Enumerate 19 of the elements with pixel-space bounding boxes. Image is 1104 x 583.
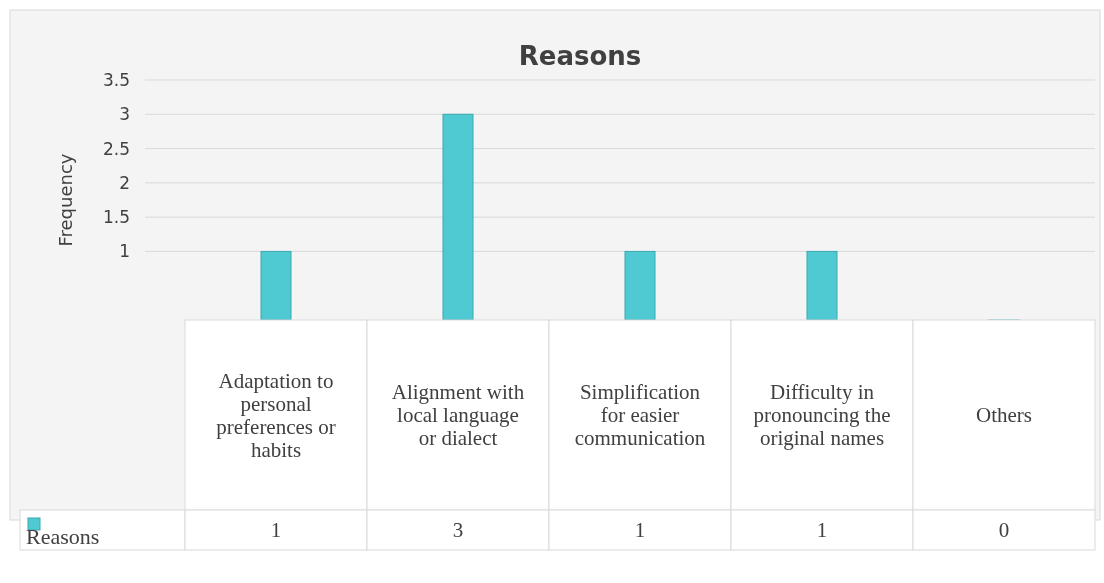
x-tick-label: Alignment with local language or dialect <box>391 380 525 451</box>
y-tick-label: 3 <box>119 104 130 125</box>
legend-label: Reasons <box>26 524 100 549</box>
y-axis-title: Frequency <box>55 153 76 247</box>
chart-title: Reasons <box>518 41 642 71</box>
data-label: 1 <box>816 518 828 543</box>
y-tick-label: 2.5 <box>102 138 130 159</box>
data-label: 1 <box>270 518 282 543</box>
x-tick-label: Difficulty in pronouncing the original names <box>753 380 891 451</box>
x-tick-label: Others <box>976 403 1032 428</box>
data-label: 0 <box>998 518 1010 543</box>
y-tick-label: 2 <box>119 172 130 193</box>
data-label: 1 <box>634 518 646 543</box>
y-tick-label: 3.5 <box>102 69 130 90</box>
y-tick-label: 1.5 <box>102 207 130 228</box>
x-tick-label: Adaptation to personal preferences or habits <box>216 368 336 462</box>
y-tick-label: 1 <box>119 241 130 262</box>
x-tick-label: Simplification for easier communication <box>574 380 706 451</box>
data-label: 3 <box>452 518 464 543</box>
